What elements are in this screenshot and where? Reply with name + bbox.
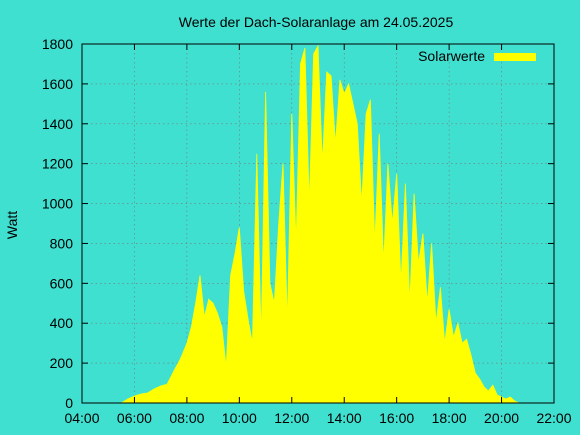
legend-swatch bbox=[494, 53, 536, 61]
legend-label: Solarwerte bbox=[418, 48, 485, 64]
series-area-path bbox=[119, 44, 520, 404]
y-tick-label: 1000 bbox=[42, 196, 73, 212]
y-tick-label: 200 bbox=[50, 355, 74, 371]
y-tick-label: 800 bbox=[50, 235, 74, 251]
y-tick-label: 1400 bbox=[42, 116, 73, 132]
y-axis-label: Watt bbox=[4, 211, 20, 239]
y-tick-label: 600 bbox=[50, 275, 74, 291]
x-tick-label: 16:00 bbox=[379, 410, 414, 426]
x-tick-label: 12:00 bbox=[274, 410, 309, 426]
y-tick-label: 1200 bbox=[42, 156, 73, 172]
y-tick-label: 400 bbox=[50, 315, 74, 331]
axis-ticks: 0 200 400 600 800 1000 1200 1400 1600 1800 04:00 06… bbox=[42, 36, 572, 426]
x-tick-label: 22:00 bbox=[536, 410, 571, 426]
x-tick-label: 08:00 bbox=[169, 410, 204, 426]
plot-frame bbox=[81, 43, 555, 404]
x-tick-label: 20:00 bbox=[484, 410, 519, 426]
y-tick-label: 1800 bbox=[42, 36, 73, 52]
y-tick-label: 1600 bbox=[42, 76, 73, 92]
y-tick-label: 0 bbox=[65, 395, 73, 411]
chart-title: Werte der Dach-Solaranlage am 24.05.2025 bbox=[179, 14, 454, 30]
series-area bbox=[119, 44, 520, 404]
x-tick-label: 18:00 bbox=[432, 410, 467, 426]
x-tick-label: 04:00 bbox=[64, 410, 99, 426]
x-tick-label: 06:00 bbox=[117, 410, 152, 426]
legend: Solarwerte bbox=[418, 48, 536, 64]
x-tick-label: 10:00 bbox=[222, 410, 257, 426]
x-tick-label: 14:00 bbox=[327, 410, 362, 426]
